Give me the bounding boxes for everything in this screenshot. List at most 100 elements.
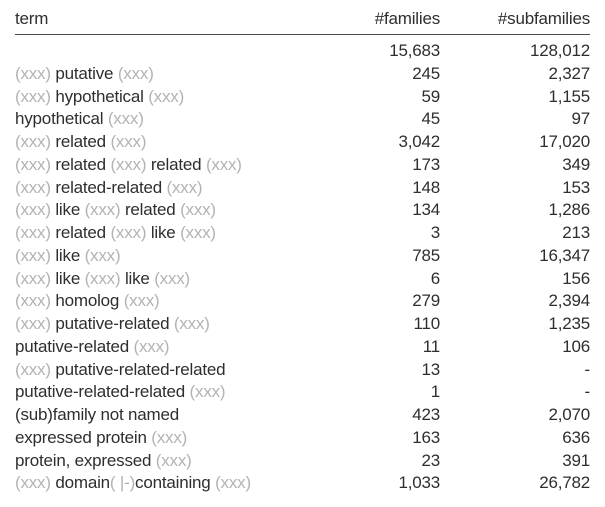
term-cell: (xxx) related (xxx) like (xxx) <box>15 222 320 245</box>
term-keyword-segment: putative-related-related <box>15 382 186 402</box>
term-keyword-segment: like <box>55 245 81 265</box>
term-keyword-segment: homolog <box>55 291 120 311</box>
table-row: (xxx) related (xxx) like (xxx) 3 213 <box>15 222 590 245</box>
term-cell: (xxx) putative (xxx) <box>15 63 320 86</box>
table-row: putative-related (xxx) 11 106 <box>15 336 590 359</box>
column-header-term: term <box>15 9 49 28</box>
term-keyword-segment: related <box>55 132 106 151</box>
table-row: (xxx) like (xxx) 785 16,347 <box>15 245 590 268</box>
term-placeholder-segment: (xxx) <box>119 291 160 311</box>
term-cell: (xxx) related (xxx) related (xxx) <box>15 154 320 177</box>
table-row: (xxx) putative (xxx) 245 2,327 <box>15 63 590 86</box>
table-row: expressed protein (xxx) 163 636 <box>15 427 590 450</box>
term-keyword-segment: (sub)family not named <box>15 405 179 424</box>
term-placeholder-segment: (xxx) <box>15 177 56 197</box>
families-count-cell: 23 <box>421 450 440 470</box>
subfamilies-count-cell: 2,070 <box>548 405 590 424</box>
term-cell: (xxx) like (xxx) like (xxx) <box>15 268 320 291</box>
term-placeholder-segment: (xxx) <box>161 177 203 197</box>
term-keyword-segment: like <box>55 268 81 288</box>
term-placeholder-segment: (xxx) <box>151 450 192 470</box>
term-placeholder-segment: (xxx) <box>185 382 226 402</box>
subfamilies-count-cell: - <box>584 382 591 402</box>
families-count-cell: 11 <box>422 336 440 356</box>
term-cell <box>15 40 320 63</box>
term-placeholder-segment: (xxx) <box>15 245 56 265</box>
term-cell: (xxx) like (xxx) <box>15 245 320 268</box>
term-cell: (xxx) hypothetical (xxx) <box>15 86 320 109</box>
term-placeholder-segment: (xxx) <box>15 359 56 379</box>
table-row: (xxx) related-related (xxx) 148 153 <box>15 177 590 200</box>
term-placeholder-segment: (xxx) <box>80 245 121 265</box>
table-row: (xxx) putative-related (xxx) 110 1,235 <box>15 313 590 336</box>
term-cell: hypothetical (xxx) <box>15 108 320 131</box>
table-row: (xxx) hypothetical (xxx) 59 1,155 <box>15 86 590 109</box>
term-keyword-segment: putative-related-related <box>55 359 226 379</box>
term-placeholder-segment: (xxx) <box>105 132 147 151</box>
term-placeholder-segment: (xxx) <box>128 336 170 356</box>
term-placeholder-segment: (xxx) <box>201 154 242 174</box>
term-placeholder-segment: (xxx) <box>15 63 56 83</box>
table-row: hypothetical (xxx) 45 97 <box>15 108 590 131</box>
subfamilies-count-cell: 156 <box>562 268 590 288</box>
term-keyword-segment: protein, expressed <box>15 450 152 470</box>
families-count-cell: 134 <box>412 200 440 220</box>
term-keyword-segment: related <box>55 223 106 242</box>
table-row: (xxx) related (xxx) 3,042 17,020 <box>15 131 590 154</box>
term-cell: (xxx) domain( |-)containing (xxx) <box>15 472 320 495</box>
families-count-cell: 13 <box>421 359 440 379</box>
subfamilies-count-cell: 1,235 <box>548 314 590 333</box>
subfamilies-count-cell: 636 <box>562 427 590 447</box>
families-count-cell: 245 <box>412 63 440 83</box>
table-row: (xxx) like (xxx) related (xxx) 134 1,286 <box>15 199 590 222</box>
subfamilies-count-cell: - <box>584 359 591 379</box>
subfamilies-count-cell: 1,286 <box>548 200 590 220</box>
term-keyword-segment: putative <box>55 63 114 83</box>
subfamilies-count-cell: 2,394 <box>548 291 590 311</box>
families-count-cell: 3,042 <box>398 132 440 151</box>
term-placeholder-segment: (xxx) <box>15 473 56 493</box>
families-count-cell: 45 <box>421 109 440 129</box>
term-keyword-segment: hypothetical <box>15 109 104 129</box>
term-placeholder-segment: (xxx) <box>146 427 188 447</box>
table-row: 15,683 128,012 <box>15 40 590 63</box>
table-header-row: term #families #subfamilies <box>15 5 590 32</box>
header-divider-line <box>15 34 590 35</box>
subfamilies-count-cell: 2,327 <box>548 63 590 83</box>
families-count-cell: 423 <box>412 405 440 424</box>
term-cell: (sub)family not named <box>15 404 320 427</box>
subfamilies-count-cell: 213 <box>562 223 590 242</box>
term-cell: (xxx) related-related (xxx) <box>15 177 320 200</box>
table-row: (xxx) homolog (xxx) 279 2,394 <box>15 290 590 313</box>
term-placeholder-segment: (xxx) <box>143 86 185 106</box>
subfamilies-count-cell: 391 <box>562 450 590 470</box>
term-cell: (xxx) related (xxx) <box>15 131 320 154</box>
families-count-cell: 110 <box>413 314 440 333</box>
term-cell: (xxx) putative-related (xxx) <box>15 313 320 336</box>
term-keyword-segment: like <box>150 223 176 242</box>
term-placeholder-segment: (xxx) <box>175 223 216 242</box>
term-keyword-segment: like <box>124 268 150 288</box>
table-row: (xxx) domain( |-)containing (xxx) 1,033 26… <box>15 472 590 495</box>
term-placeholder-segment: (xxx) <box>105 154 151 174</box>
term-placeholder-segment: (xxx) <box>175 200 216 220</box>
families-count-cell: 6 <box>430 268 440 288</box>
families-count-cell: 279 <box>412 291 440 311</box>
term-placeholder-segment: (xxx) <box>15 132 56 151</box>
term-placeholder-segment: (xxx) <box>15 154 56 174</box>
term-cell: expressed protein (xxx) <box>15 427 320 450</box>
table-body: 15,683 128,012 (xxx) putative (xxx) 245 2,32… <box>15 40 590 495</box>
term-keyword-segment: like <box>55 200 81 220</box>
term-placeholder-segment: (xxx) <box>15 223 56 242</box>
term-placeholder-segment: (xxx) <box>80 268 125 288</box>
subfamilies-count-cell: 106 <box>562 336 590 356</box>
term-placeholder-segment: (xxx) <box>210 473 251 493</box>
subfamilies-count-cell: 349 <box>562 154 590 174</box>
families-count-cell: 15,683 <box>389 41 440 60</box>
term-keyword-segment: hypothetical <box>55 86 144 106</box>
term-placeholder-segment: ( |-) <box>109 473 136 493</box>
term-keyword-segment: domain <box>55 473 110 493</box>
term-placeholder-segment: (xxx) <box>103 109 144 129</box>
term-cell: putative-related (xxx) <box>15 336 320 359</box>
